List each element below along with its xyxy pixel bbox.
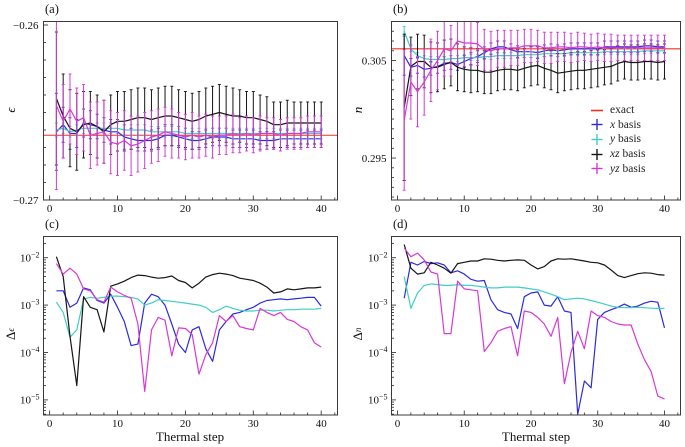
x-tick-label-panel-d: 0 bbox=[395, 418, 401, 430]
panel-d-frame bbox=[391, 236, 681, 416]
y-tick-label-panel-b: 0.295 bbox=[362, 153, 387, 165]
legend-label: xz basis bbox=[610, 148, 646, 161]
exact-line-marker-icon bbox=[591, 109, 603, 112]
series-x-basis-panel-a bbox=[54, 92, 323, 171]
y-tick-label-panel-c: 10−2 bbox=[20, 250, 40, 264]
legend-label: y basis bbox=[610, 133, 641, 146]
legend-label: x basis bbox=[610, 118, 641, 131]
panel-d-xlabel: Thermal step bbox=[501, 429, 571, 444]
x-tick-label-panel-c: 30 bbox=[248, 418, 260, 430]
y-tick-label-panel-c: 10−5 bbox=[20, 392, 40, 406]
series-yz-basis-panel-a bbox=[54, 21, 323, 190]
panel-b-ylabel: n bbox=[350, 106, 365, 114]
x-tick-label-panel-a: 0 bbox=[47, 203, 53, 215]
panel-b-frame bbox=[391, 21, 681, 201]
y-tick-label-panel-d: 10−3 bbox=[368, 298, 388, 312]
legend-entry-yz-basis: yz basis bbox=[589, 161, 645, 176]
series-x-basis-panel-c bbox=[56, 287, 322, 362]
x-tick-label-panel-b: 10 bbox=[459, 203, 471, 215]
x-tick-label-panel-c: 40 bbox=[316, 418, 328, 430]
legend-label: exact bbox=[610, 104, 635, 117]
y-tick-label-panel-c: 10−3 bbox=[20, 298, 40, 312]
y-tick-label-panel-a: −0.27 bbox=[13, 195, 39, 207]
x-tick-label-panel-d: 30 bbox=[592, 418, 604, 430]
x-tick-label-panel-d: 20 bbox=[525, 418, 537, 430]
series-yz-basis-panel-b bbox=[402, 21, 666, 191]
x-tick-label-panel-a: 40 bbox=[316, 203, 328, 215]
panel-d-ticks bbox=[391, 242, 679, 415]
panel-a-ylabel: ϵ bbox=[3, 107, 18, 113]
legend-entry-x-basis: x basis bbox=[589, 118, 645, 133]
x-tick-label-panel-c: 10 bbox=[112, 418, 124, 430]
series-xz-basis-panel-d bbox=[403, 244, 665, 279]
panel-d-title: (d) bbox=[393, 217, 408, 231]
x-tick-label-panel-c: 20 bbox=[180, 418, 192, 430]
panel-d-plot: 0 10 20 30 40 10−2 10−3 10−4 10−5 bbox=[368, 236, 681, 430]
x-tick-label-panel-d: 40 bbox=[659, 418, 671, 430]
errorbar-marker-icon bbox=[591, 133, 603, 145]
panel-b-plot: 0 10 20 30 40 0.305 0.295 bbox=[362, 21, 681, 215]
panel-a-frame bbox=[43, 21, 338, 201]
series-y-basis-panel-d bbox=[403, 276, 665, 309]
x-tick-label-panel-a: 30 bbox=[248, 203, 260, 215]
x-tick-label-panel-a: 20 bbox=[180, 203, 192, 215]
series-x-basis-panel-b bbox=[402, 35, 666, 78]
panel-a-title: (a) bbox=[45, 2, 59, 16]
x-tick-label-panel-c: 0 bbox=[47, 418, 53, 430]
x-tick-label-panel-b: 40 bbox=[659, 203, 671, 215]
x-tick-label-panel-b: 20 bbox=[525, 203, 537, 215]
x-tick-label-panel-a: 10 bbox=[112, 203, 124, 215]
legend-label: yz basis bbox=[610, 162, 646, 175]
series-xz-basis-panel-a bbox=[54, 31, 323, 171]
legend: exact x basis y basis xz basis yz basis bbox=[589, 103, 645, 176]
panel-b-title: (b) bbox=[393, 2, 408, 16]
x-tick-label-panel-d: 10 bbox=[459, 418, 471, 430]
errorbar-marker-icon bbox=[591, 119, 603, 131]
legend-entry-exact: exact bbox=[589, 103, 645, 118]
series-xz-basis-panel-c bbox=[55, 256, 322, 387]
series-y-basis-panel-b bbox=[402, 25, 666, 63]
panel-a-ticks bbox=[43, 24, 336, 201]
panel-c-xlabel: Thermal step bbox=[155, 429, 225, 444]
series-y-basis-panel-c bbox=[55, 295, 322, 338]
panel-c-frame bbox=[43, 236, 338, 416]
panel-c-title: (c) bbox=[45, 217, 59, 231]
panel-c-ticks bbox=[43, 242, 336, 415]
y-tick-label-panel-c: 10−4 bbox=[20, 345, 40, 359]
y-tick-label-panel-b: 0.305 bbox=[362, 55, 387, 67]
errorbar-marker-icon bbox=[591, 163, 603, 175]
y-tick-label-panel-a: −0.26 bbox=[13, 20, 39, 32]
panel-a-plot: 0 10 20 30 40 −0.26 −0.27 bbox=[13, 20, 338, 215]
series-x-basis-panel-d bbox=[403, 260, 666, 415]
y-tick-label-panel-d: 10−2 bbox=[368, 250, 388, 264]
x-tick-label-panel-b: 30 bbox=[592, 203, 604, 215]
series-yz-basis-panel-d bbox=[403, 247, 665, 400]
x-tick-label-panel-b: 0 bbox=[395, 203, 401, 215]
errorbar-marker-icon bbox=[591, 148, 603, 160]
legend-entry-xz-basis: xz basis bbox=[589, 147, 645, 162]
y-tick-label-panel-d: 10−5 bbox=[368, 392, 388, 406]
y-tick-label-panel-d: 10−4 bbox=[368, 345, 388, 359]
panel-b-ticks bbox=[391, 21, 679, 200]
legend-entry-y-basis: y basis bbox=[589, 132, 645, 147]
panel-c-plot: 0 10 20 30 40 10−2 10−3 10−4 10−5 bbox=[20, 236, 338, 430]
series-yz-basis-panel-c bbox=[55, 263, 322, 393]
